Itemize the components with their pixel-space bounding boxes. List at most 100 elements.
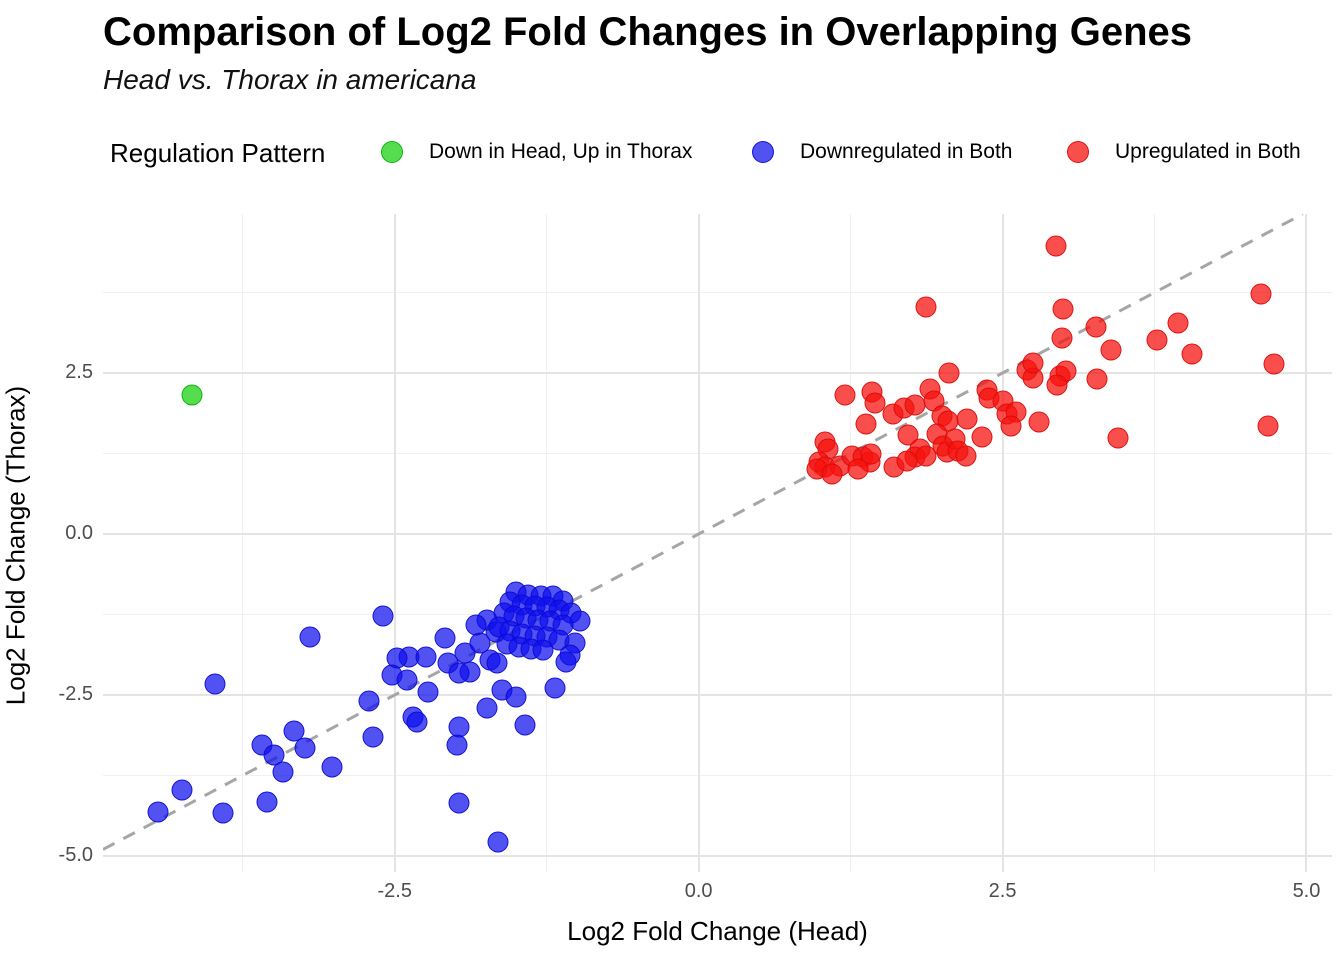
data-point-blue bbox=[555, 651, 577, 673]
data-point-blue bbox=[283, 720, 305, 742]
data-point-red bbox=[864, 392, 886, 414]
data-point-red bbox=[1045, 235, 1067, 257]
legend-title: Regulation Pattern bbox=[110, 138, 326, 168]
legend-item-label: Upregulated in Both bbox=[1115, 140, 1301, 163]
data-point-red bbox=[1051, 327, 1073, 349]
data-point-blue bbox=[362, 726, 384, 748]
data-point-blue bbox=[256, 791, 278, 813]
data-point-red bbox=[915, 296, 937, 318]
y-tick-label: -5.0 bbox=[58, 843, 93, 866]
data-point-red bbox=[1146, 329, 1168, 351]
data-point-blue bbox=[294, 737, 316, 759]
data-point-blue bbox=[514, 714, 536, 736]
plot-panel bbox=[103, 214, 1332, 872]
data-point-blue bbox=[487, 831, 509, 853]
data-point-red bbox=[971, 426, 993, 448]
data-point-blue bbox=[272, 761, 294, 783]
data-point-red bbox=[1085, 316, 1107, 338]
data-point-blue bbox=[171, 779, 193, 801]
y-axis-title: Log2 Fold Change (Thorax) bbox=[0, 385, 31, 706]
data-point-red bbox=[1167, 312, 1189, 334]
x-tick-label: 2.5 bbox=[988, 880, 1017, 902]
gridline-minor-h bbox=[103, 453, 1332, 454]
gridline-major-v bbox=[1305, 214, 1308, 872]
data-point-red bbox=[834, 384, 856, 406]
data-point-red bbox=[855, 413, 877, 435]
data-point-blue bbox=[486, 652, 508, 674]
data-point-red bbox=[1250, 283, 1272, 305]
gridline-minor-h bbox=[103, 292, 1332, 294]
data-point-red bbox=[956, 408, 978, 430]
gridline-minor-h bbox=[103, 613, 1332, 615]
data-point-red bbox=[1107, 427, 1129, 449]
data-point-red bbox=[1100, 339, 1122, 361]
data-point-blue bbox=[448, 662, 470, 684]
data-point-red bbox=[1046, 374, 1068, 396]
x-tick-label: 5.0 bbox=[1292, 880, 1321, 902]
data-point-red bbox=[1052, 298, 1074, 320]
data-point-blue bbox=[417, 681, 439, 703]
data-point-red bbox=[1257, 415, 1279, 437]
x-tick-label: 0.0 bbox=[684, 880, 713, 902]
legend-item: Upregulated in Both bbox=[1067, 140, 1301, 164]
data-point-blue bbox=[505, 686, 527, 708]
data-point-blue bbox=[406, 711, 428, 733]
data-point-blue bbox=[299, 626, 321, 648]
data-point-red bbox=[847, 458, 869, 480]
data-point-blue bbox=[204, 673, 226, 695]
data-point-red bbox=[1263, 353, 1285, 375]
data-point-blue bbox=[372, 605, 394, 627]
gridline-major-h bbox=[103, 693, 1332, 696]
legend-item-label: Down in Head, Up in Thorax bbox=[429, 140, 693, 163]
x-axis-title: Log2 Fold Change (Head) bbox=[567, 916, 868, 946]
data-point-blue bbox=[415, 646, 437, 668]
gridline-major-v bbox=[1001, 214, 1004, 872]
gridline-major-v bbox=[393, 214, 396, 872]
data-point-blue bbox=[465, 614, 487, 636]
data-point-blue bbox=[434, 627, 456, 649]
gridline-minor-v bbox=[242, 214, 244, 872]
data-point-blue bbox=[212, 802, 234, 824]
data-point-red bbox=[1181, 343, 1203, 365]
data-point-blue bbox=[544, 677, 566, 699]
data-point-red bbox=[904, 394, 926, 416]
data-point-blue bbox=[476, 697, 498, 719]
legend-key-dot-icon bbox=[1067, 141, 1089, 163]
gridline-major-h bbox=[103, 532, 1332, 535]
data-point-red bbox=[955, 445, 977, 467]
gridline-major-h bbox=[103, 372, 1332, 375]
data-point-red bbox=[1086, 368, 1108, 390]
y-tick-label: 0.0 bbox=[65, 521, 93, 544]
x-tick-label: -2.5 bbox=[377, 880, 412, 902]
y-tick-label: -2.5 bbox=[58, 682, 93, 705]
legend-item: Downregulated in Both bbox=[752, 140, 1012, 164]
data-point-blue bbox=[446, 734, 468, 756]
legend-key-dot-icon bbox=[381, 141, 403, 163]
gridline-minor-v bbox=[850, 214, 852, 872]
data-point-blue bbox=[532, 639, 554, 661]
data-point-red bbox=[896, 450, 918, 472]
y-tick-label: 2.5 bbox=[65, 361, 93, 384]
legend-item-label: Downregulated in Both bbox=[800, 140, 1013, 163]
data-point-blue bbox=[448, 792, 470, 814]
gridline-minor-v bbox=[546, 214, 548, 872]
data-point-red bbox=[1028, 411, 1050, 433]
legend-key-dot-icon bbox=[752, 141, 774, 163]
gridline-major-v bbox=[697, 214, 700, 872]
data-point-green bbox=[181, 384, 203, 406]
gridline-minor-v bbox=[1154, 214, 1156, 872]
data-point-red bbox=[1022, 352, 1044, 374]
gridline-major-h bbox=[103, 854, 1332, 857]
data-point-blue bbox=[147, 801, 169, 823]
data-point-red bbox=[860, 443, 882, 464]
data-point-blue bbox=[358, 690, 380, 712]
chart-subtitle: Head vs. Thorax in americana bbox=[103, 64, 477, 95]
data-point-red bbox=[821, 463, 843, 485]
legend-item: Down in Head, Up in Thorax bbox=[381, 140, 692, 164]
chart-title: Comparison of Log2 Fold Changes in Overl… bbox=[103, 10, 1193, 54]
data-point-red bbox=[1000, 415, 1022, 437]
data-point-blue bbox=[321, 756, 343, 778]
data-point-blue bbox=[396, 669, 418, 691]
data-point-red bbox=[938, 362, 960, 384]
